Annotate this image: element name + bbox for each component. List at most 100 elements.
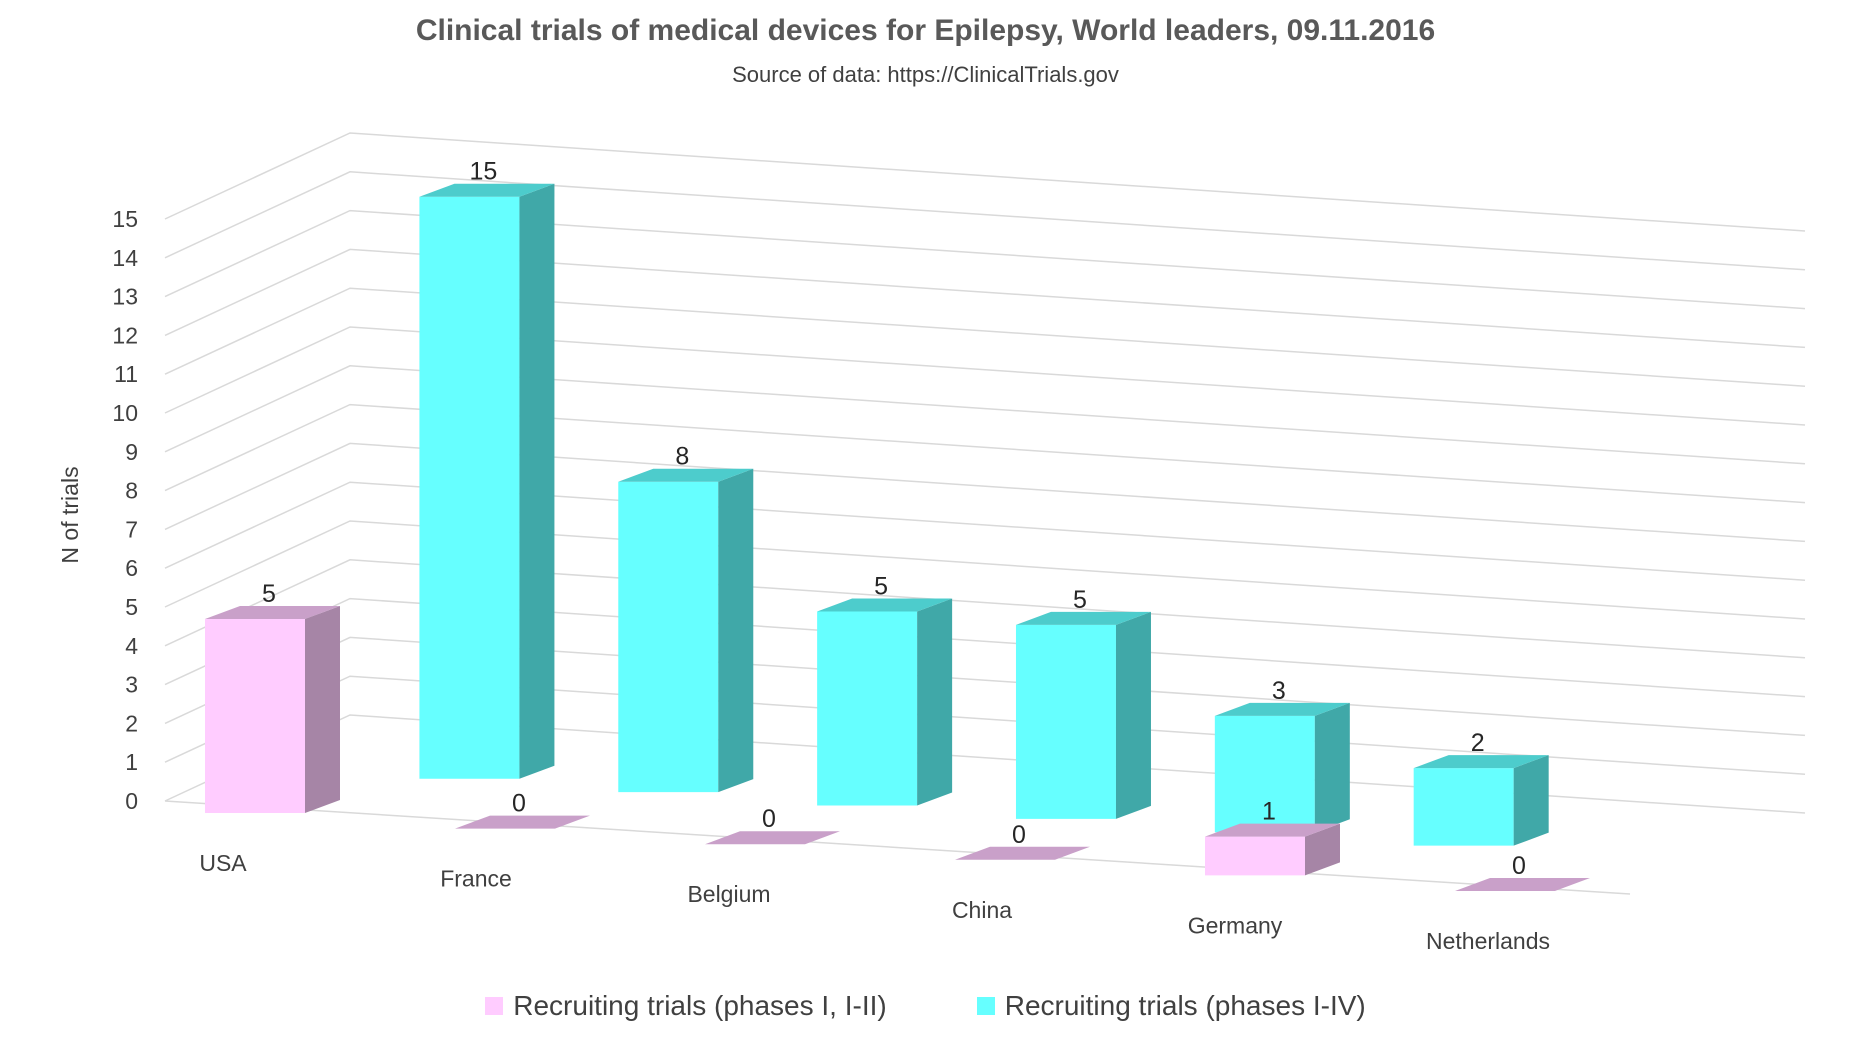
- bar-top: [1205, 823, 1340, 837]
- bar-front: [1413, 768, 1514, 846]
- bar-front: [1214, 715, 1315, 833]
- bar-top: [1015, 611, 1151, 625]
- data-label: 2: [1471, 729, 1485, 757]
- bar-2-4: 3: [1214, 677, 1350, 833]
- gridline: [164, 442, 1806, 543]
- bar-top: [705, 831, 840, 845]
- legend-label-series-2: Recruiting trials (phases I-IV): [1004, 990, 1366, 1021]
- data-label: 3: [1272, 677, 1286, 705]
- bar-front: [205, 619, 305, 813]
- gridline: [164, 675, 1806, 775]
- x-category-label: France: [440, 866, 512, 892]
- bar-front: [1015, 624, 1116, 819]
- gridline: [164, 403, 1806, 504]
- x-category-label: China: [952, 897, 1012, 923]
- gridline: [164, 326, 1806, 426]
- bar-side: [1305, 823, 1340, 876]
- x-category-label: USA: [199, 850, 247, 876]
- y-tick-label: 10: [112, 400, 138, 426]
- bar-top: [618, 468, 754, 482]
- data-label: 0: [1512, 852, 1526, 880]
- x-category-label: Germany: [1188, 912, 1283, 938]
- y-tick-label: 5: [125, 594, 138, 620]
- y-tick-label: 2: [125, 710, 138, 736]
- bar-side: [1513, 755, 1549, 846]
- bar-1-1: 0: [455, 790, 590, 829]
- legend-swatch-series-2: [976, 997, 995, 1015]
- gridline: [164, 597, 1806, 698]
- bar-side: [1115, 611, 1151, 819]
- y-tick-label: 12: [112, 322, 138, 348]
- bar-1-3: 0: [955, 821, 1090, 860]
- bar-2-5: 2: [1413, 729, 1549, 846]
- gridline: [164, 248, 1806, 349]
- data-label: 0: [1012, 821, 1026, 849]
- gridline: [164, 209, 1806, 310]
- y-tick-label: 13: [112, 284, 138, 310]
- data-label: 5: [262, 580, 276, 608]
- legend-label-series-1: Recruiting trials (phases I, I-II): [513, 990, 887, 1021]
- gridline: [164, 365, 1806, 465]
- legend-item-series-1: Recruiting trials (phases I, I-II): [485, 990, 887, 1022]
- data-label: 15: [470, 158, 498, 186]
- gridline: [164, 132, 1806, 232]
- y-tick-label: 6: [125, 555, 138, 581]
- data-label: 0: [512, 790, 526, 818]
- y-tick-label: 4: [125, 633, 138, 659]
- data-label: 8: [675, 443, 689, 471]
- bar-front: [817, 611, 918, 806]
- bar-top: [1413, 755, 1549, 769]
- legend-swatch-series-1: [485, 997, 504, 1015]
- bar-1-0: 5: [205, 580, 340, 813]
- bar-1-4: 1: [1205, 798, 1340, 876]
- bar-side: [519, 183, 555, 779]
- y-tick-label: 7: [125, 516, 138, 542]
- bar-2-0: 15: [419, 158, 555, 779]
- y-tick-label: 0: [125, 788, 138, 814]
- bar-top: [455, 815, 590, 829]
- gridline: [164, 481, 1806, 581]
- bar-front: [618, 481, 719, 793]
- bar-2-3: 5: [1015, 586, 1151, 819]
- bar-2-2: 5: [817, 572, 953, 806]
- bar-side: [718, 468, 754, 793]
- gridline: [164, 559, 1806, 659]
- x-axis-categories: USA France Belgium China Germany Netherlands: [199, 850, 1550, 954]
- bar-top: [955, 846, 1090, 860]
- gridline: [164, 520, 1806, 620]
- gridline: [164, 636, 1806, 737]
- x-category-label: Netherlands: [1426, 928, 1550, 954]
- y-tick-label: 9: [125, 439, 138, 465]
- y-tick-label: 8: [125, 478, 138, 504]
- bar-side: [917, 598, 953, 806]
- data-label: 1: [1262, 798, 1276, 826]
- chart-title: Clinical trials of medical devices for E…: [415, 14, 1436, 47]
- data-label: 0: [762, 805, 776, 833]
- bar-side: [1314, 702, 1350, 833]
- y-tick-label: 11: [114, 361, 138, 387]
- legend: Recruiting trials (phases I, I-II) Recru…: [0, 990, 1851, 1022]
- gridline: [164, 171, 1806, 271]
- bar-2-1: 8: [618, 443, 754, 793]
- bar-front: [419, 196, 520, 779]
- y-tick-label: 3: [125, 672, 138, 698]
- chart-subtitle: Source of data: https://ClinicalTrials.g…: [732, 62, 1119, 87]
- bars: 15 8 5 5 3 2 5 0 0 0 1 0: [205, 158, 1590, 891]
- floor-front-edge: [164, 800, 1631, 895]
- data-label: 5: [874, 572, 888, 600]
- bar-side: [305, 606, 340, 813]
- bar-top: [817, 598, 953, 612]
- bar-top: [205, 606, 340, 619]
- gridlines: [164, 132, 1806, 895]
- y-tick-label: 1: [125, 749, 138, 775]
- bar-top: [419, 183, 555, 197]
- data-label: 5: [1073, 586, 1087, 614]
- gridline: [164, 714, 1806, 814]
- y-tick-label: 14: [112, 245, 138, 271]
- bar-1-5: 0: [1455, 852, 1590, 891]
- bar-front: [1205, 836, 1305, 876]
- gridline: [164, 287, 1806, 387]
- y-tick-label: 15: [112, 206, 138, 232]
